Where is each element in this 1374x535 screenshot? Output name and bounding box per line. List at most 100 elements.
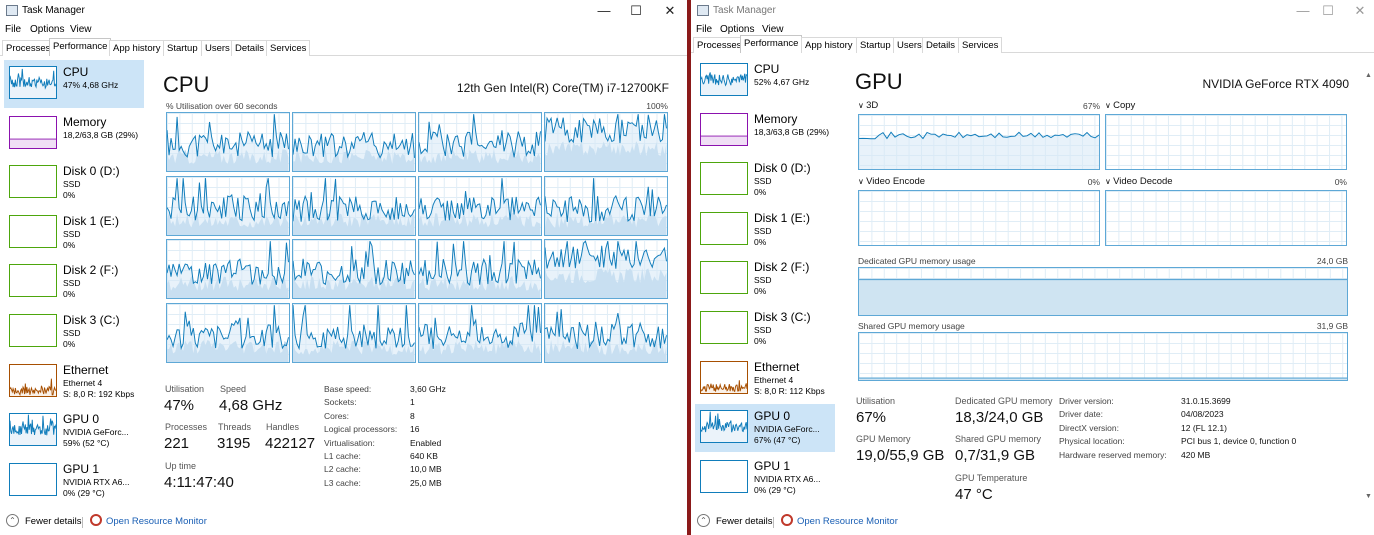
chevron-up-icon[interactable]: ⌃ bbox=[6, 514, 19, 527]
chevron-down-icon: ∨ bbox=[1105, 101, 1114, 110]
sidebar-item-detail: Ethernet 4 bbox=[63, 377, 103, 388]
engine-selector-video-decode[interactable]: ∨ Video Decode bbox=[1105, 176, 1173, 187]
tab-performance[interactable]: Performance bbox=[49, 38, 112, 56]
close-button[interactable]: ✕ bbox=[1354, 3, 1366, 18]
open-resource-monitor-link[interactable]: Open Resource Monitor bbox=[797, 516, 898, 527]
page-title: CPU bbox=[163, 72, 210, 97]
gpu-temperature-label: GPU Temperature bbox=[955, 473, 1028, 483]
sidebar-item-status: 0% bbox=[754, 236, 767, 247]
task-manager-icon bbox=[6, 5, 18, 16]
menu-view[interactable]: View bbox=[70, 24, 92, 35]
engine-percent: 0% bbox=[1334, 177, 1347, 187]
detail-key: L2 cache: bbox=[324, 464, 361, 475]
tab-details[interactable]: Details bbox=[922, 37, 960, 53]
menu-file[interactable]: File bbox=[696, 24, 713, 35]
fewer-details-link[interactable]: Fewer details bbox=[25, 516, 82, 527]
title-bar[interactable]: Task Manager — ☐ ✕ bbox=[0, 0, 687, 22]
maximize-button[interactable]: ☐ bbox=[630, 3, 642, 18]
chevron-up-icon[interactable]: ⌃ bbox=[697, 514, 710, 527]
sidebar-item-disk-3-c[interactable]: Disk 3 (C:) SSD 0% bbox=[695, 305, 835, 353]
tab-startup[interactable]: Startup bbox=[856, 37, 895, 53]
speed-label: Speed bbox=[220, 384, 247, 394]
sidebar-item-status: 0% bbox=[754, 286, 767, 297]
sidebar-item-name: Disk 3 (C:) bbox=[754, 310, 811, 324]
sidebar-item-ethernet[interactable]: Ethernet Ethernet 4 S: 8,0 R: 112 Kbps bbox=[695, 355, 835, 403]
tab-startup[interactable]: Startup bbox=[163, 40, 202, 56]
sidebar-item-name: Ethernet bbox=[754, 359, 800, 374]
sidebar-item-disk-2-f[interactable]: Disk 2 (F:) SSD 0% bbox=[4, 258, 144, 306]
sidebar-item-gpu-0[interactable]: GPU 0 NVIDIA GeForc... 59% (52 °C) bbox=[4, 407, 144, 455]
utilisation-label: Utilisation bbox=[856, 396, 896, 406]
sidebar-item-ethernet[interactable]: Ethernet Ethernet 4 S: 8,0 R: 192 Kbps bbox=[4, 358, 144, 406]
sidebar-item-status: S: 8,0 R: 112 Kbps bbox=[754, 385, 825, 396]
engine-graph bbox=[858, 190, 1100, 246]
sidebar-item-memory[interactable]: Memory 18,3/63,8 GB (29%) bbox=[695, 107, 835, 155]
logical-processor-graph bbox=[544, 175, 668, 236]
sidebar-item-gpu-1[interactable]: GPU 1 NVIDIA RTX A6... 0% (29 °C) bbox=[695, 454, 835, 502]
sidebar-item-gpu-0[interactable]: GPU 0 NVIDIA GeForc... 67% (47 °C) bbox=[695, 404, 835, 453]
minimize-button[interactable]: — bbox=[1296, 3, 1310, 18]
detail-key: Cores: bbox=[324, 410, 350, 421]
sidebar-item-gpu-1[interactable]: GPU 1 NVIDIA RTX A6... 0% (29 °C) bbox=[4, 457, 144, 505]
sidebar-item-disk-1-e[interactable]: Disk 1 (E:) SSD 0% bbox=[4, 209, 144, 257]
sidebar-item-name: Disk 0 (D:) bbox=[754, 161, 811, 176]
engine-selector-video-encode[interactable]: ∨ Video Encode bbox=[858, 176, 925, 187]
maximize-button[interactable]: ☐ bbox=[1322, 3, 1334, 18]
menu-options[interactable]: Options bbox=[30, 24, 65, 35]
sidebar-thumbnail-graph bbox=[700, 162, 748, 196]
sidebar-item-detail: SSD bbox=[754, 325, 772, 335]
dedicated-gpu-memory-value: 18,3/24,0 GB bbox=[955, 409, 1044, 426]
tab-users[interactable]: Users bbox=[893, 37, 926, 53]
bottom-bar: ⌃ Fewer details Open Resource Monitor bbox=[0, 509, 687, 535]
fewer-details-link[interactable]: Fewer details bbox=[716, 516, 773, 527]
sidebar-item-disk-0-d[interactable]: Disk 0 (D:) SSD 0% bbox=[4, 159, 144, 207]
tab-services[interactable]: Services bbox=[266, 40, 311, 56]
logical-processor-graph bbox=[544, 302, 668, 363]
sidebar-item-cpu[interactable]: CPU 47% 4,68 GHz bbox=[4, 60, 144, 108]
tab-services[interactable]: Services bbox=[958, 37, 1003, 53]
sidebar-thumbnail-graph bbox=[700, 410, 748, 444]
title-bar[interactable]: Task Manager — ☐ ✕ bbox=[691, 0, 1374, 22]
sidebar-item-disk-3-c[interactable]: Disk 3 (C:) SSD 0% bbox=[4, 308, 144, 356]
minimize-button[interactable]: — bbox=[597, 3, 611, 18]
tab-users[interactable]: Users bbox=[201, 40, 234, 56]
sidebar-item-status: 0% (29 °C) bbox=[754, 484, 796, 495]
sidebar-thumbnail-graph bbox=[700, 63, 748, 96]
sidebar-item-cpu[interactable]: CPU 52% 4,67 GHz bbox=[695, 57, 835, 105]
tab-processes[interactable]: Processes bbox=[693, 37, 746, 53]
engine-selector-3d[interactable]: ∨ 3D bbox=[858, 100, 878, 111]
tab-processes[interactable]: Processes bbox=[2, 40, 55, 56]
tab-performance[interactable]: Performance bbox=[740, 35, 803, 53]
sidebar-item-status: 0% bbox=[63, 190, 76, 201]
open-resource-monitor-link[interactable]: Open Resource Monitor bbox=[106, 516, 207, 527]
detail-key: L3 cache: bbox=[324, 477, 361, 488]
scroll-down-arrow[interactable]: ▼ bbox=[1365, 493, 1372, 500]
sidebar-item-name: Disk 1 (E:) bbox=[63, 213, 120, 228]
sidebar-item-status: 67% (47 °C) bbox=[754, 435, 801, 446]
tab-app-history[interactable]: App history bbox=[109, 40, 165, 56]
window-title: Task Manager bbox=[713, 5, 776, 16]
sidebar-item-memory[interactable]: Memory 18,2/63,8 GB (29%) bbox=[4, 110, 144, 158]
tab-details[interactable]: Details bbox=[231, 40, 269, 56]
engine-selector-copy[interactable]: ∨ Copy bbox=[1105, 100, 1135, 111]
divider bbox=[82, 517, 83, 528]
sidebar-item-disk-1-e[interactable]: Disk 1 (E:) SSD 0% bbox=[695, 206, 835, 254]
sidebar-item-disk-2-f[interactable]: Disk 2 (F:) SSD 0% bbox=[695, 255, 835, 303]
logical-processor-graph bbox=[292, 239, 416, 299]
close-button[interactable]: ✕ bbox=[664, 3, 676, 18]
engine-name: 3D bbox=[866, 100, 879, 111]
detail-value: 8 bbox=[410, 410, 415, 421]
utilisation-label: Utilisation bbox=[165, 384, 205, 394]
window-title: Task Manager bbox=[22, 5, 85, 16]
sidebar-item-disk-0-d[interactable]: Disk 0 (D:) SSD 0% bbox=[695, 156, 835, 204]
menu-file[interactable]: File bbox=[5, 24, 22, 35]
sidebar-item-detail: 52% 4,67 GHz bbox=[754, 77, 810, 87]
scroll-up-arrow[interactable]: ▲ bbox=[1365, 72, 1372, 79]
tab-app-history[interactable]: App history bbox=[801, 37, 857, 53]
engine-graph bbox=[1105, 114, 1347, 170]
menu-options[interactable]: Options bbox=[720, 24, 755, 35]
detail-key: DirectX version: bbox=[1059, 422, 1119, 433]
menu-view[interactable]: View bbox=[762, 24, 784, 35]
tab-strip: Processes Performance App history Startu… bbox=[0, 38, 687, 56]
sidebar-thumbnail-graph bbox=[700, 311, 748, 344]
